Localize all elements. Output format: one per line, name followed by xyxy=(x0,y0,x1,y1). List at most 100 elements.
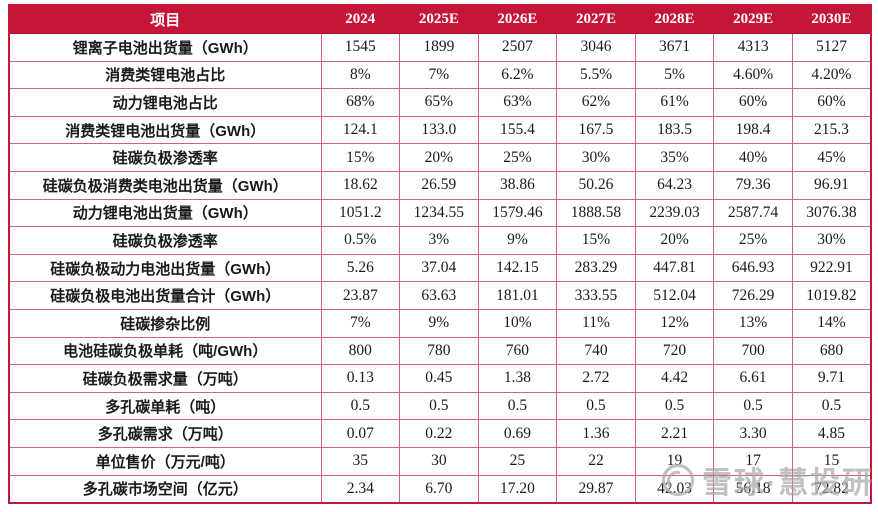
value-cell: 3.30 xyxy=(713,419,793,448)
table-row: 多孔碳需求（万吨） 0.07 0.22 0.69 1.36 2.21 3.30 4.85 xyxy=(8,419,872,448)
row-label: 硅碳负极电池出货量合计（GWh） xyxy=(8,281,322,310)
value-cell: 800 xyxy=(320,336,401,366)
value-cell: 9% xyxy=(477,226,558,255)
column-header-year: 2029E xyxy=(713,4,793,34)
row-label: 动力锂电池出货量（GWh） xyxy=(8,198,322,228)
value-cell: 512.04 xyxy=(634,281,715,310)
value-cell: 680 xyxy=(791,336,872,366)
table-header-row: 项目 2024 2025E 2026E 2027E 2028E 2029E 2030E xyxy=(8,4,872,34)
value-cell: 215.3 xyxy=(791,115,872,145)
value-cell: 9% xyxy=(399,308,479,338)
value-cell: 62% xyxy=(556,88,636,117)
value-cell: 0.5 xyxy=(634,391,715,421)
value-cell: 7% xyxy=(399,60,479,90)
value-cell: 22 xyxy=(556,446,636,476)
table-row: 锂离子电池出货量（GWh） 1545 1899 2507 3046 3671 4313 512… xyxy=(8,33,872,62)
row-label: 电池硅碳负极单耗（吨/GWh） xyxy=(8,336,322,366)
value-cell: 1.36 xyxy=(556,419,636,448)
value-cell: 760 xyxy=(477,336,558,366)
value-cell: 23.87 xyxy=(320,281,401,310)
value-cell: 61% xyxy=(634,88,715,117)
table-row: 硅碳负极动力电池出货量（GWh） 5.26 37.04 142.15 283.29 447… xyxy=(8,253,872,283)
value-cell: 72.82 xyxy=(791,474,872,504)
value-cell: 26.59 xyxy=(399,170,479,200)
value-cell: 0.69 xyxy=(477,419,558,448)
value-cell: 4313 xyxy=(713,33,793,62)
table-row: 硅碳负极渗透率 15% 20% 25% 30% 35% 40% 45% xyxy=(8,143,872,172)
value-cell: 6.70 xyxy=(399,474,479,504)
value-cell: 0.5 xyxy=(713,391,793,421)
value-cell: 5.5% xyxy=(556,60,636,90)
value-cell: 25% xyxy=(713,226,793,255)
value-cell: 6.2% xyxy=(477,60,558,90)
row-label: 硅碳掺杂比例 xyxy=(8,308,322,338)
value-cell: 14% xyxy=(791,308,872,338)
value-cell: 29.87 xyxy=(556,474,636,504)
row-label: 多孔碳需求（万吨） xyxy=(8,419,322,448)
value-cell: 18.62 xyxy=(320,170,401,200)
table-row: 动力锂电池占比 68% 65% 63% 62% 61% 60% 60% xyxy=(8,88,872,117)
row-label: 硅碳负极渗透率 xyxy=(8,143,322,172)
row-label: 硅碳负极消费类电池出货量（GWh） xyxy=(8,170,322,200)
row-label: 动力锂电池占比 xyxy=(8,88,322,117)
value-cell: 0.5 xyxy=(320,391,401,421)
value-cell: 1899 xyxy=(399,33,479,62)
value-cell: 15% xyxy=(556,226,636,255)
value-cell: 0.45 xyxy=(399,364,479,393)
forecast-table: 项目 2024 2025E 2026E 2027E 2028E 2029E 2030E 锂离子… xyxy=(8,4,872,505)
table-row: 硅碳负极渗透率 0.5% 3% 9% 15% 20% 25% 30% xyxy=(8,226,872,255)
value-cell: 726.29 xyxy=(713,281,793,310)
value-cell: 40% xyxy=(713,143,793,172)
value-cell: 1545 xyxy=(320,33,401,62)
table-row: 多孔碳单耗（吨） 0.5 0.5 0.5 0.5 0.5 0.5 0.5 xyxy=(8,391,872,421)
table-row: 单位售价（万元/吨） 35 30 25 22 19 17 15 xyxy=(8,446,872,476)
value-cell: 63% xyxy=(477,88,558,117)
value-cell: 2.21 xyxy=(634,419,715,448)
table-row: 硅碳负极消费类电池出货量（GWh） 18.62 26.59 38.86 50.26 64.… xyxy=(8,170,872,200)
table-row: 消费类锂电池出货量（GWh） 124.1 133.0 155.4 167.5 183.5 1… xyxy=(8,115,872,145)
value-cell: 198.4 xyxy=(713,115,793,145)
value-cell: 740 xyxy=(556,336,636,366)
value-cell: 0.07 xyxy=(320,419,401,448)
value-cell: 25% xyxy=(477,143,558,172)
row-label: 锂离子电池出货量（GWh） xyxy=(8,33,322,62)
value-cell: 181.01 xyxy=(477,281,558,310)
value-cell: 20% xyxy=(399,143,479,172)
row-label: 消费类锂电池占比 xyxy=(8,60,322,90)
value-cell: 1234.55 xyxy=(399,198,479,228)
value-cell: 720 xyxy=(634,336,715,366)
value-cell: 30 xyxy=(399,446,479,476)
value-cell: 2.34 xyxy=(320,474,401,504)
value-cell: 2.72 xyxy=(556,364,636,393)
value-cell: 133.0 xyxy=(399,115,479,145)
value-cell: 50.26 xyxy=(556,170,636,200)
value-cell: 4.42 xyxy=(634,364,715,393)
table-row: 硅碳负极电池出货量合计（GWh） 23.87 63.63 181.01 333.55 51… xyxy=(8,281,872,310)
value-cell: 183.5 xyxy=(634,115,715,145)
column-header-year: 2026E xyxy=(477,4,558,34)
value-cell: 5127 xyxy=(791,33,872,62)
value-cell: 124.1 xyxy=(320,115,401,145)
value-cell: 5% xyxy=(634,60,715,90)
value-cell: 9.71 xyxy=(791,364,872,393)
value-cell: 447.81 xyxy=(634,253,715,283)
value-cell: 20% xyxy=(634,226,715,255)
value-cell: 3671 xyxy=(634,33,715,62)
value-cell: 3% xyxy=(399,226,479,255)
value-cell: 15% xyxy=(320,143,401,172)
value-cell: 0.5 xyxy=(791,391,872,421)
row-label: 硅碳负极需求量（万吨） xyxy=(8,364,322,393)
value-cell: 4.60% xyxy=(713,60,793,90)
value-cell: 1888.58 xyxy=(556,198,636,228)
value-cell: 0.5 xyxy=(477,391,558,421)
value-cell: 922.91 xyxy=(791,253,872,283)
value-cell: 12% xyxy=(634,308,715,338)
table-row: 硅碳掺杂比例 7% 9% 10% 11% 12% 13% 14% xyxy=(8,308,872,338)
value-cell: 63.63 xyxy=(399,281,479,310)
row-label: 多孔碳单耗（吨） xyxy=(8,391,322,421)
value-cell: 35% xyxy=(634,143,715,172)
value-cell: 30% xyxy=(791,226,872,255)
table-row: 硅碳负极需求量（万吨） 0.13 0.45 1.38 2.72 4.42 6.61 9.71 xyxy=(8,364,872,393)
value-cell: 142.15 xyxy=(477,253,558,283)
